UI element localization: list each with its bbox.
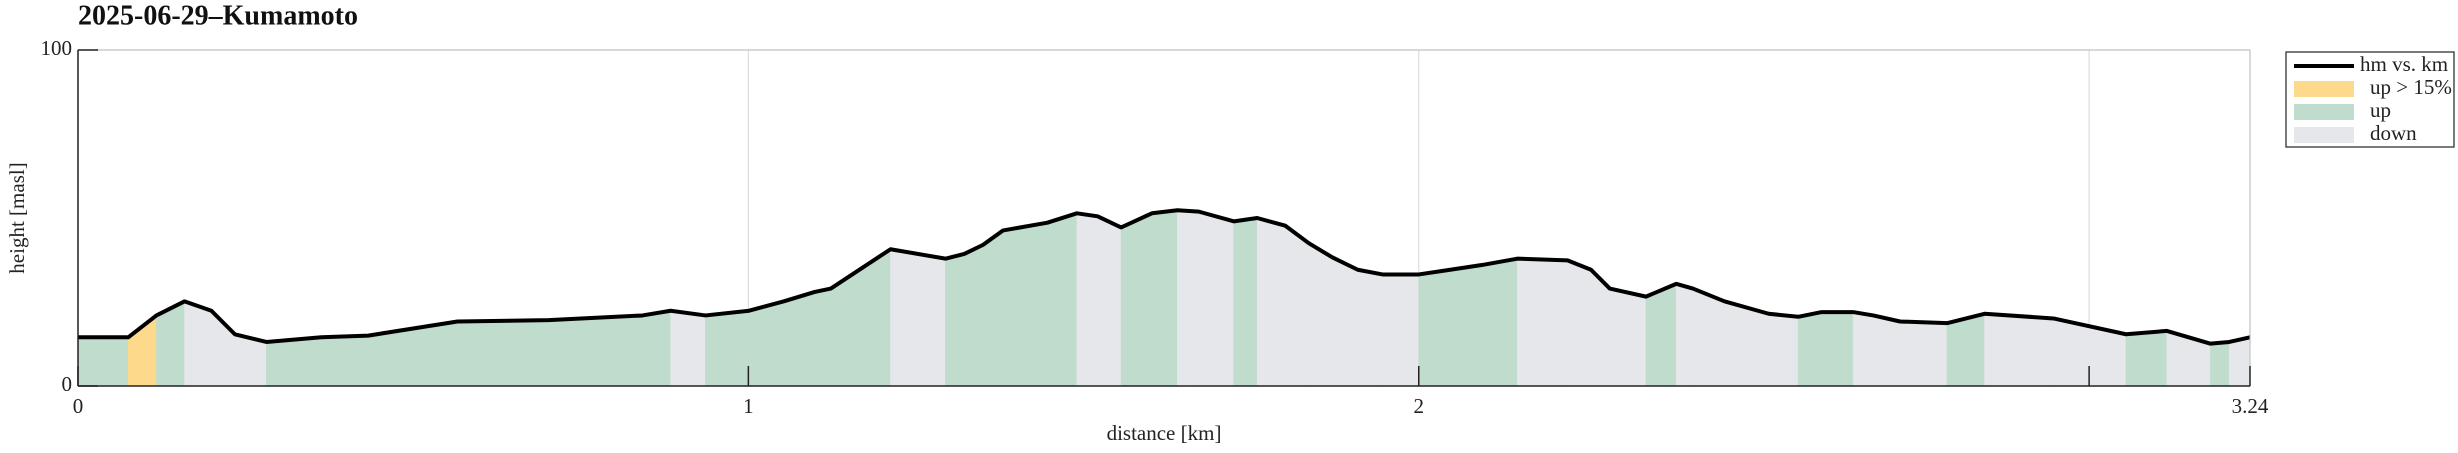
fill-segment [184, 300, 212, 387]
fill-segment [890, 248, 946, 387]
x-axis-label: distance [km] [1107, 421, 1222, 445]
fill-segment [1449, 264, 1483, 387]
y-axis-label: height [masl] [5, 162, 29, 273]
fill-segment [1357, 269, 1383, 387]
fill-segment [1177, 209, 1200, 387]
fill-segment [1724, 300, 1769, 387]
fill-segment [670, 310, 706, 387]
x-tick-label: 0 [73, 394, 84, 418]
fill-segment [2125, 330, 2168, 387]
fill-segment [642, 310, 671, 387]
fill-segment [1481, 258, 1518, 387]
fill-segment [982, 229, 1004, 387]
fill-segment [1516, 258, 1568, 387]
legend-label: down [2370, 121, 2417, 145]
fill-segment [1852, 311, 1874, 387]
fill-segment [748, 300, 785, 387]
fill-segment [266, 336, 322, 387]
fill-segment [1382, 274, 1420, 387]
chart-title: 2025-06-29–Kumamoto [78, 0, 358, 31]
legend-swatch [2294, 81, 2354, 97]
fill-segment [2210, 341, 2230, 387]
fill-segment [2228, 336, 2251, 387]
fill-segment [1002, 222, 1048, 387]
legend-label: up > 15% [2370, 75, 2452, 99]
fill-segment [1418, 269, 1451, 387]
fill-segment [1567, 259, 1592, 387]
fill-segment [1872, 315, 1901, 387]
legend-swatch [2294, 104, 2354, 120]
x-tick-label: 3.24 [2232, 394, 2269, 418]
legend-swatch [2294, 127, 2354, 143]
fill-segment [1120, 212, 1153, 387]
fill-segment [1692, 288, 1725, 387]
fill-segment [457, 319, 549, 387]
fill-segment [1233, 217, 1258, 387]
fill-segment [1097, 215, 1122, 387]
x-tick-label: 2 [1413, 394, 1424, 418]
fill-segment [963, 244, 984, 387]
fill-segment [705, 310, 750, 387]
fill-segment [321, 335, 369, 387]
fill-segment [1308, 242, 1333, 387]
fill-segment [1899, 321, 1948, 387]
fill-segment [1285, 225, 1310, 387]
profile-line [78, 208, 2251, 346]
fill-segment [1331, 256, 1359, 387]
fill-segment [1609, 288, 1647, 387]
fill-segment [1198, 211, 1235, 387]
fill-segment [945, 253, 965, 387]
fill-segment [367, 321, 458, 387]
fill-segment [1151, 209, 1178, 387]
fill-segment [548, 315, 643, 387]
fill-segment [1076, 212, 1098, 387]
fill-segment [814, 288, 832, 387]
legend-label: hm vs. km [2360, 52, 2448, 76]
fill-segment [1047, 212, 1078, 387]
y-tick-label: 0 [62, 372, 73, 396]
fill-segment [1256, 217, 1286, 387]
fill-segment [1797, 311, 1822, 387]
fill-segment [77, 336, 129, 387]
fill-segment [1984, 313, 2054, 387]
fill-segment [783, 291, 816, 387]
fill-segment [1675, 283, 1694, 387]
fill-segment [1946, 313, 1985, 387]
x-tick-label: 1 [743, 394, 754, 418]
y-tick-label: 100 [41, 36, 73, 60]
fill-segment [1768, 313, 1799, 387]
fill-segment [1821, 311, 1854, 387]
fill-segment [1645, 283, 1677, 387]
legend-label: up [2370, 98, 2391, 122]
